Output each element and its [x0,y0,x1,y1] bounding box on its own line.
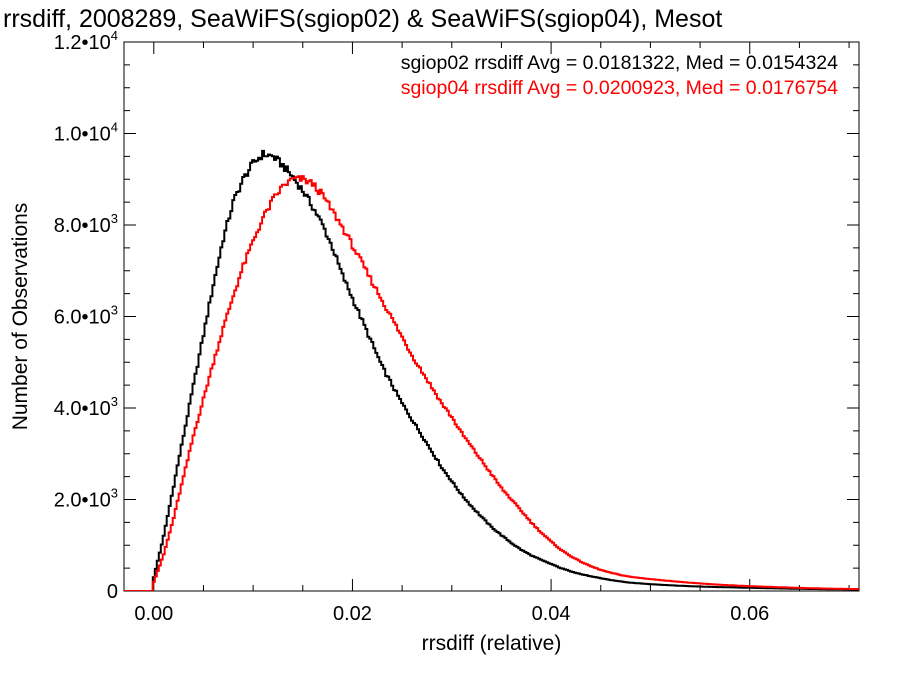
y-tick-label: 0 [107,581,118,603]
y-tick-label: 1.2•104 [54,28,118,54]
chart-title: rrsdiff, 2008289, SeaWiFS(sgiop02) & Sea… [3,5,722,33]
x-tick-label: 0.04 [532,603,571,625]
x-tick-label: 0.02 [333,603,372,625]
y-tick-label: 4.0•103 [54,394,118,420]
y-tick-label: 1.0•104 [54,120,118,146]
x-tick-label: 0.06 [730,603,769,625]
series-line-sgiop04 [124,175,859,591]
y-tick-label: 6.0•103 [54,303,118,329]
legend-entry-sgiop02: sgiop02 rrsdiff Avg = 0.0181322, Med = 0… [401,52,838,74]
x-axis-label: rrsdiff (relative) [422,632,562,655]
plot-frame [123,41,860,592]
y-tick-label: 2.0•103 [54,486,118,512]
y-axis-label: Number of Observations [9,203,32,431]
x-tick-label: 0.00 [134,603,173,625]
y-tick-label: 8.0•103 [54,211,118,237]
series-line-sgiop02 [124,149,859,591]
legend-entry-sgiop04: sgiop04 rrsdiff Avg = 0.0200923, Med = 0… [401,77,838,99]
